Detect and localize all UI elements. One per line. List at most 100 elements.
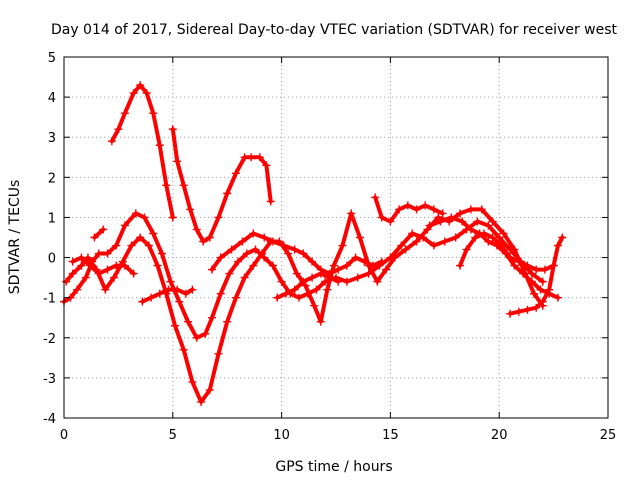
data-point	[549, 261, 558, 270]
tick-labels: 0 5 10 15 20 25 -4 -3 -2 -1 0 1 2 3 4 5	[43, 51, 616, 443]
data-point	[147, 293, 156, 302]
data-point	[558, 233, 567, 242]
data-point	[170, 321, 179, 330]
data-point	[179, 181, 188, 190]
data-point	[149, 109, 158, 118]
data-point	[484, 237, 493, 246]
data-point	[456, 209, 465, 218]
data-point	[497, 241, 506, 250]
data-point	[249, 229, 258, 238]
data-point	[277, 277, 286, 286]
data-point	[201, 329, 210, 338]
data-point	[355, 233, 364, 242]
data-point	[421, 201, 430, 210]
data-point	[290, 285, 299, 294]
data-point	[479, 229, 488, 238]
data-point	[353, 273, 362, 282]
data-point	[86, 261, 95, 270]
data-point	[179, 345, 188, 354]
data-point	[281, 289, 290, 298]
data-point	[386, 217, 395, 226]
y-tick-label: 1	[48, 211, 56, 226]
data-point	[395, 205, 404, 214]
data-point	[510, 261, 519, 270]
data-point	[120, 109, 129, 118]
data-point	[342, 261, 351, 270]
data-point	[284, 249, 293, 258]
x-tick-label: 10	[273, 428, 290, 443]
data-point	[530, 289, 539, 298]
data-point	[436, 217, 445, 226]
series-line	[210, 231, 384, 276]
data-point	[207, 313, 216, 322]
data-point	[231, 293, 240, 302]
data-point	[373, 277, 382, 286]
data-point	[536, 285, 545, 294]
x-tick-label: 15	[382, 428, 399, 443]
y-tick-label: 5	[48, 51, 56, 66]
data-point	[499, 229, 508, 238]
data-point	[377, 257, 386, 266]
series-arc-11	[425, 213, 562, 302]
data-point	[90, 233, 99, 242]
data-point	[397, 241, 406, 250]
data-point	[299, 249, 308, 258]
y-tick-label: 2	[48, 171, 56, 186]
data-point	[292, 269, 301, 278]
series-arc-5	[68, 253, 138, 278]
data-point	[175, 297, 184, 306]
data-point	[140, 213, 149, 222]
data-point	[429, 205, 438, 214]
data-point	[231, 169, 240, 178]
data-point	[260, 233, 269, 242]
data-point	[473, 217, 482, 226]
data-point	[273, 293, 282, 302]
y-tick-label: -4	[43, 412, 56, 427]
data-point	[412, 237, 421, 246]
data-point	[466, 205, 475, 214]
data-point	[144, 241, 153, 250]
data-point	[527, 277, 536, 286]
data-point	[103, 249, 112, 258]
data-point	[440, 237, 449, 246]
data-point	[532, 303, 541, 312]
data-point	[434, 213, 443, 222]
data-point	[68, 257, 77, 266]
data-point	[129, 89, 138, 98]
data-point	[312, 285, 321, 294]
data-point	[368, 261, 377, 270]
data-point	[323, 285, 332, 294]
data-point	[192, 225, 201, 234]
data-point	[120, 261, 129, 270]
data-point	[197, 397, 206, 406]
data-point	[186, 205, 195, 214]
data-point	[184, 317, 193, 326]
data-point	[325, 273, 334, 282]
data-point	[377, 213, 386, 222]
data-point	[94, 269, 103, 278]
data-point	[155, 289, 164, 298]
data-point	[523, 261, 532, 270]
data-point	[227, 245, 236, 254]
data-point	[166, 277, 175, 286]
data-point	[77, 253, 86, 262]
data-point	[188, 377, 197, 386]
data-point	[142, 89, 151, 98]
data-point	[173, 285, 182, 294]
y-tick-label: -3	[43, 372, 56, 387]
series-arc-2	[168, 125, 275, 246]
data-point	[371, 193, 380, 202]
data-point	[153, 261, 162, 270]
data-point	[523, 305, 532, 314]
data-point	[205, 233, 214, 242]
data-point	[456, 261, 465, 270]
data-point	[247, 153, 256, 162]
data-point	[199, 237, 208, 246]
data-point	[334, 265, 343, 274]
data-point	[553, 293, 562, 302]
data-point	[545, 285, 554, 294]
series-line	[64, 207, 545, 404]
data-point	[471, 233, 480, 242]
data-point	[214, 213, 223, 222]
data-point	[157, 249, 166, 258]
